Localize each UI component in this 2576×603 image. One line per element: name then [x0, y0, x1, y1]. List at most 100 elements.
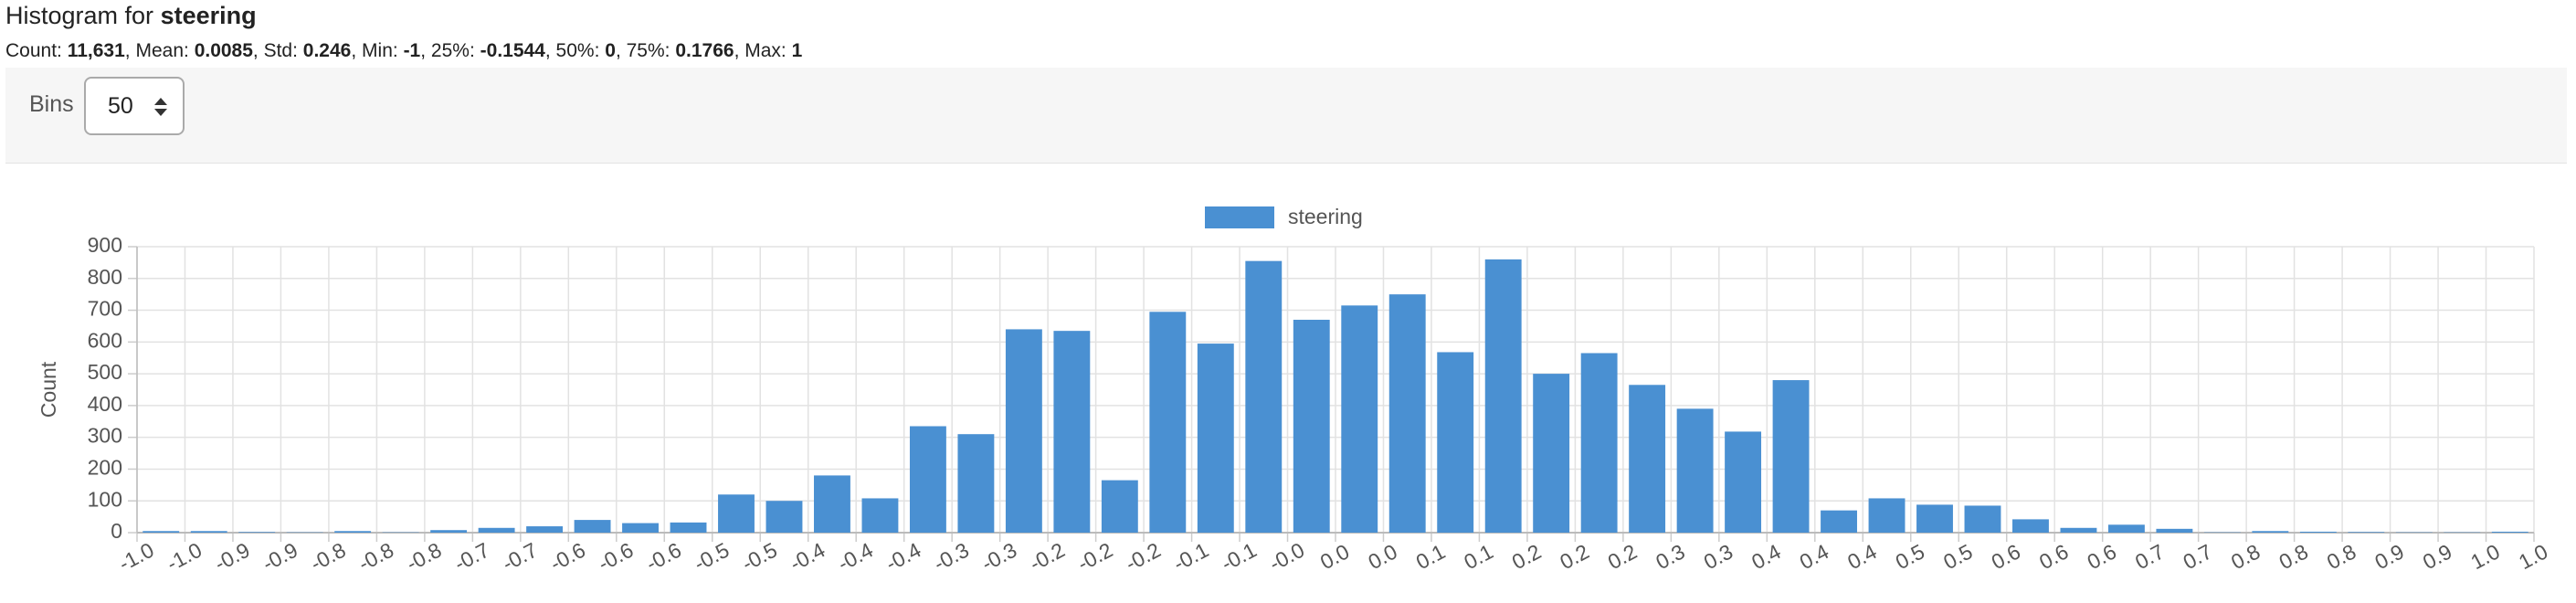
x-tick-label: 0.7 [2180, 539, 2216, 574]
x-tick-label: -0.2 [1026, 538, 1069, 577]
x-tick-label: 0.8 [2275, 539, 2311, 574]
bar [1821, 510, 1857, 533]
bar [1772, 380, 1810, 533]
x-tick-label: -0.7 [498, 538, 541, 577]
legend-label: steering [1288, 205, 1363, 228]
stat-value: 11,631 [67, 40, 125, 61]
x-tick-label: 0.1 [1460, 539, 1496, 574]
bar [2156, 528, 2193, 533]
bar [1101, 480, 1138, 533]
y-tick-label: 800 [88, 265, 122, 289]
bar [1341, 305, 1378, 533]
bar [574, 520, 611, 533]
x-tick-label: -0.1 [1169, 538, 1212, 577]
x-tick-label: 1.0 [2466, 539, 2503, 574]
x-tick-label: 0.3 [1652, 539, 1688, 574]
bar [909, 426, 946, 533]
x-tick-label: 0.0 [1364, 539, 1400, 574]
x-tick-label: -0.8 [354, 538, 397, 577]
x-tick-label: 0.3 [1700, 539, 1737, 574]
x-tick-label: 0.6 [2035, 539, 2072, 574]
bar [718, 494, 755, 533]
y-tick-label: 100 [88, 487, 122, 511]
x-tick-label: 0.6 [1988, 539, 2024, 574]
bar [957, 434, 995, 533]
x-tick-label: 0.4 [1747, 539, 1785, 574]
x-tick-label: -0.2 [1122, 538, 1165, 577]
bins-label: Bins [29, 91, 74, 117]
x-tick-label: 0.2 [1556, 539, 1592, 574]
stat-label: Count: [5, 40, 62, 61]
x-tick-label: 0.8 [2227, 539, 2264, 574]
x-tick-label: -0.6 [642, 538, 685, 577]
x-tick-label: -0.6 [594, 538, 637, 577]
x-tick-label: 0.6 [2084, 539, 2120, 574]
bar [190, 531, 227, 533]
bar [526, 526, 564, 533]
title-name: steering [160, 2, 257, 29]
x-tick-label: 0.7 [2131, 539, 2168, 574]
bar [1484, 259, 1522, 533]
y-tick-label: 0 [111, 519, 122, 543]
x-tick-label: -0.3 [977, 538, 1020, 577]
bar [1293, 319, 1330, 533]
stat-value: 0 [605, 40, 616, 61]
stat-value: 0.1766 [675, 40, 734, 61]
x-tick-label: -0.4 [882, 537, 924, 576]
bar [430, 530, 468, 533]
bar [1005, 329, 1042, 533]
bar [1676, 408, 1714, 533]
x-tick-label: 0.5 [1939, 539, 1976, 574]
stat-value: 0.246 [302, 40, 352, 61]
x-tick-label: 0.5 [1892, 539, 1928, 574]
x-tick-label: -1.0 [163, 538, 206, 577]
x-tick-label: -0.9 [210, 538, 253, 577]
y-tick-label: 400 [88, 392, 122, 416]
title-prefix: Histogram for [5, 2, 154, 29]
x-tick-label: -0.6 [546, 538, 589, 577]
x-tick-label: 0.4 [1796, 539, 1833, 574]
bar [2348, 532, 2385, 533]
bar [2252, 531, 2289, 533]
bar [2299, 531, 2337, 533]
stat-label: Std: [263, 40, 298, 61]
y-tick-label: 500 [88, 360, 122, 384]
bar [334, 531, 372, 533]
bar [1437, 352, 1474, 533]
y-axis-label: Count [37, 361, 60, 418]
bar [1149, 312, 1187, 533]
x-tick-label: 0.0 [1316, 539, 1353, 574]
x-tick-label: -0.0 [1265, 538, 1308, 577]
bar [2012, 519, 2049, 533]
x-tick-label: -0.8 [306, 538, 349, 577]
bar [765, 501, 803, 533]
title: Histogram for steering [5, 2, 257, 30]
bar [143, 531, 180, 533]
x-tick-label: -0.8 [402, 538, 445, 577]
stat-value: -1 [403, 40, 421, 61]
bar [1245, 260, 1283, 533]
x-tick-label: -0.3 [930, 538, 973, 577]
stat-label: 75%: [626, 40, 670, 61]
stat-value: 1 [791, 40, 803, 61]
stats: Count: 11,631, Mean: 0.0085, Std: 0.246,… [5, 40, 803, 61]
x-tick-label: -0.5 [690, 538, 733, 577]
bins-value: 50 [108, 93, 133, 119]
stat-label: Max: [744, 40, 787, 61]
bar [814, 475, 850, 533]
bar [1053, 331, 1091, 533]
bar [2107, 524, 2145, 533]
stat-label: 50%: [555, 40, 600, 61]
chart: steering 0 100 200 300 400 500 600 700 800 900 -1.0… [37, 205, 2551, 577]
bar [622, 523, 659, 533]
x-tick-label: -0.4 [786, 537, 829, 576]
x-tick-label: 0.1 [1412, 539, 1449, 574]
bar [478, 527, 515, 533]
x-tick-label: -0.4 [834, 537, 877, 576]
bins-select[interactable]: 50 [84, 77, 185, 135]
bar [1580, 353, 1618, 533]
x-tick-label: 0.2 [1508, 539, 1545, 574]
controls-panel: Bins 50 [5, 68, 2567, 164]
stat-label: Mean: [135, 40, 189, 61]
